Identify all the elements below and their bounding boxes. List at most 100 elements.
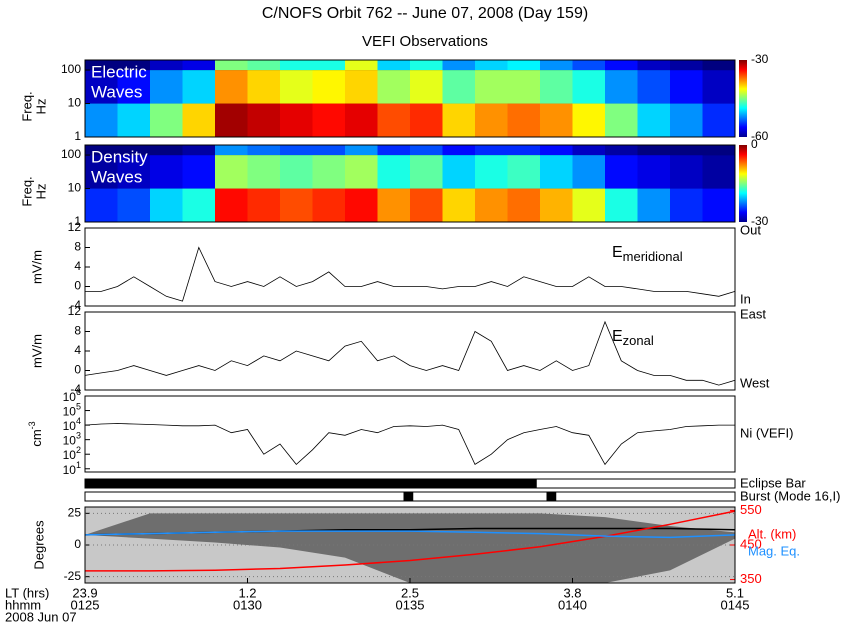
y-axis-label: Freq.: [19, 176, 34, 206]
spectrogram-cell: [312, 70, 345, 104]
plot-frame: [84, 395, 736, 473]
date-label: 2008 Jun 07: [5, 609, 77, 624]
spectrogram-cell: [215, 103, 248, 137]
y-tick-label: 100: [61, 147, 81, 161]
spectrogram-cell: [150, 70, 183, 104]
spectrogram-cell: [117, 145, 150, 156]
y-tick-label: 25: [68, 506, 82, 520]
x-tick-label: 0130: [233, 597, 262, 612]
y-tick-label: 105: [63, 402, 81, 419]
spectrogram-cell: [670, 103, 703, 137]
spectrogram-cell: [377, 60, 410, 71]
spectrogram-cell: [85, 188, 118, 222]
spectrogram-cell: [182, 155, 215, 189]
spectrogram-cell: [572, 188, 605, 222]
y-tick-exponent: 2: [76, 446, 81, 456]
spectrogram-cell: [540, 145, 573, 156]
spectrogram-cell: [377, 70, 410, 104]
label-main: E: [612, 328, 623, 345]
spectrogram-cell: [475, 155, 508, 189]
legend-label: Alt. (km): [748, 526, 796, 541]
y-tick-label: -4: [70, 382, 81, 396]
subtitle: VEFI Observations: [362, 33, 488, 50]
spectrogram-cell: [410, 188, 443, 222]
y-tick-label: 101: [63, 460, 81, 477]
spectrogram-cell: [117, 60, 150, 71]
spectrogram-cell: [247, 70, 280, 104]
spectrogram-cell: [410, 60, 443, 71]
spectrogram-cell: [410, 145, 443, 156]
y-tick-label: 102: [63, 446, 81, 463]
spectrogram-cell: [702, 103, 735, 137]
spectrogram-cell: [475, 60, 508, 71]
spectrogram-cell: [117, 155, 150, 189]
x-tick-label: 1.2: [238, 585, 256, 600]
spectrogram-cell: [540, 70, 573, 104]
data-line: [84, 320, 736, 386]
y-tick-label: 4: [74, 343, 81, 357]
spectrogram-cell: [247, 155, 280, 189]
spectrogram-cell: [247, 60, 280, 71]
spectrogram-cell: [345, 145, 378, 156]
y-tick-base: 10: [63, 463, 77, 477]
spectrogram-cell: [605, 155, 638, 189]
panel-label: Waves: [91, 167, 142, 186]
spectrogram-cell: [182, 70, 215, 104]
spectrogram-cell: [280, 188, 313, 222]
colorbar-tick-label: 0: [751, 137, 758, 151]
spectrogram-cell: [670, 155, 703, 189]
spectrogram-cell: [312, 188, 345, 222]
data-line: [84, 423, 735, 466]
y-tick-base: 10: [63, 448, 77, 462]
spectrogram-cell: [377, 155, 410, 189]
spectrogram-cell: [572, 70, 605, 104]
y-axis-label: Hz: [33, 99, 48, 115]
plot-frame: [84, 227, 736, 307]
x-tick-label: 0140: [558, 597, 587, 612]
spectrogram-cell: [312, 145, 345, 156]
spectrogram-cell: [702, 188, 735, 222]
spectrogram-cell: [280, 145, 313, 156]
spectrogram-cell: [280, 155, 313, 189]
spectrogram-cell: [117, 103, 150, 137]
shaded-region: [85, 513, 735, 583]
x-tick-label: 0125: [71, 597, 100, 612]
label-main: E: [612, 244, 623, 261]
interval: [85, 479, 537, 488]
y-tick-label: 1: [74, 129, 81, 143]
spectrogram-cell: [345, 103, 378, 137]
y-axis-label: Freq.: [19, 91, 34, 121]
y-tick-label: 106: [63, 387, 81, 404]
y-axis-label: Hz: [33, 184, 48, 200]
y-axis-label: cm-3: [27, 421, 44, 446]
spectrogram-cell: [410, 70, 443, 104]
spectrogram-cell: [150, 103, 183, 137]
spectrogram-cell: [85, 60, 118, 71]
spectrogram-cell: [540, 188, 573, 222]
spectrogram-cell: [215, 155, 248, 189]
side-label: East: [740, 306, 766, 321]
spectrogram-cell: [670, 145, 703, 156]
colorbar: [739, 145, 747, 222]
colorbar: [739, 60, 747, 137]
x-tick-label: 3.8: [563, 585, 581, 600]
y-tick-label: 0: [74, 279, 81, 293]
spectrogram-cell: [345, 188, 378, 222]
spectrogram-cell: [702, 155, 735, 189]
y-tick-label: -25: [64, 569, 82, 583]
spectrogram-cell: [150, 155, 183, 189]
spectrogram-cell: [85, 103, 118, 137]
side-label: Out: [740, 222, 761, 237]
x-tick-label: 0145: [721, 597, 750, 612]
spectrogram-cell: [702, 145, 735, 156]
spectrogram-cell: [85, 145, 118, 156]
spectrogram-cell: [572, 145, 605, 156]
spectrogram-cell: [572, 60, 605, 71]
legend-label: Mag. Eq.: [748, 543, 800, 558]
interval: [546, 492, 557, 501]
spectrogram-cell: [540, 103, 573, 137]
y-tick-base: 10: [63, 405, 77, 419]
side-label: West: [740, 375, 770, 390]
data-line: [85, 246, 736, 302]
y-tick-label: 12: [68, 304, 82, 318]
